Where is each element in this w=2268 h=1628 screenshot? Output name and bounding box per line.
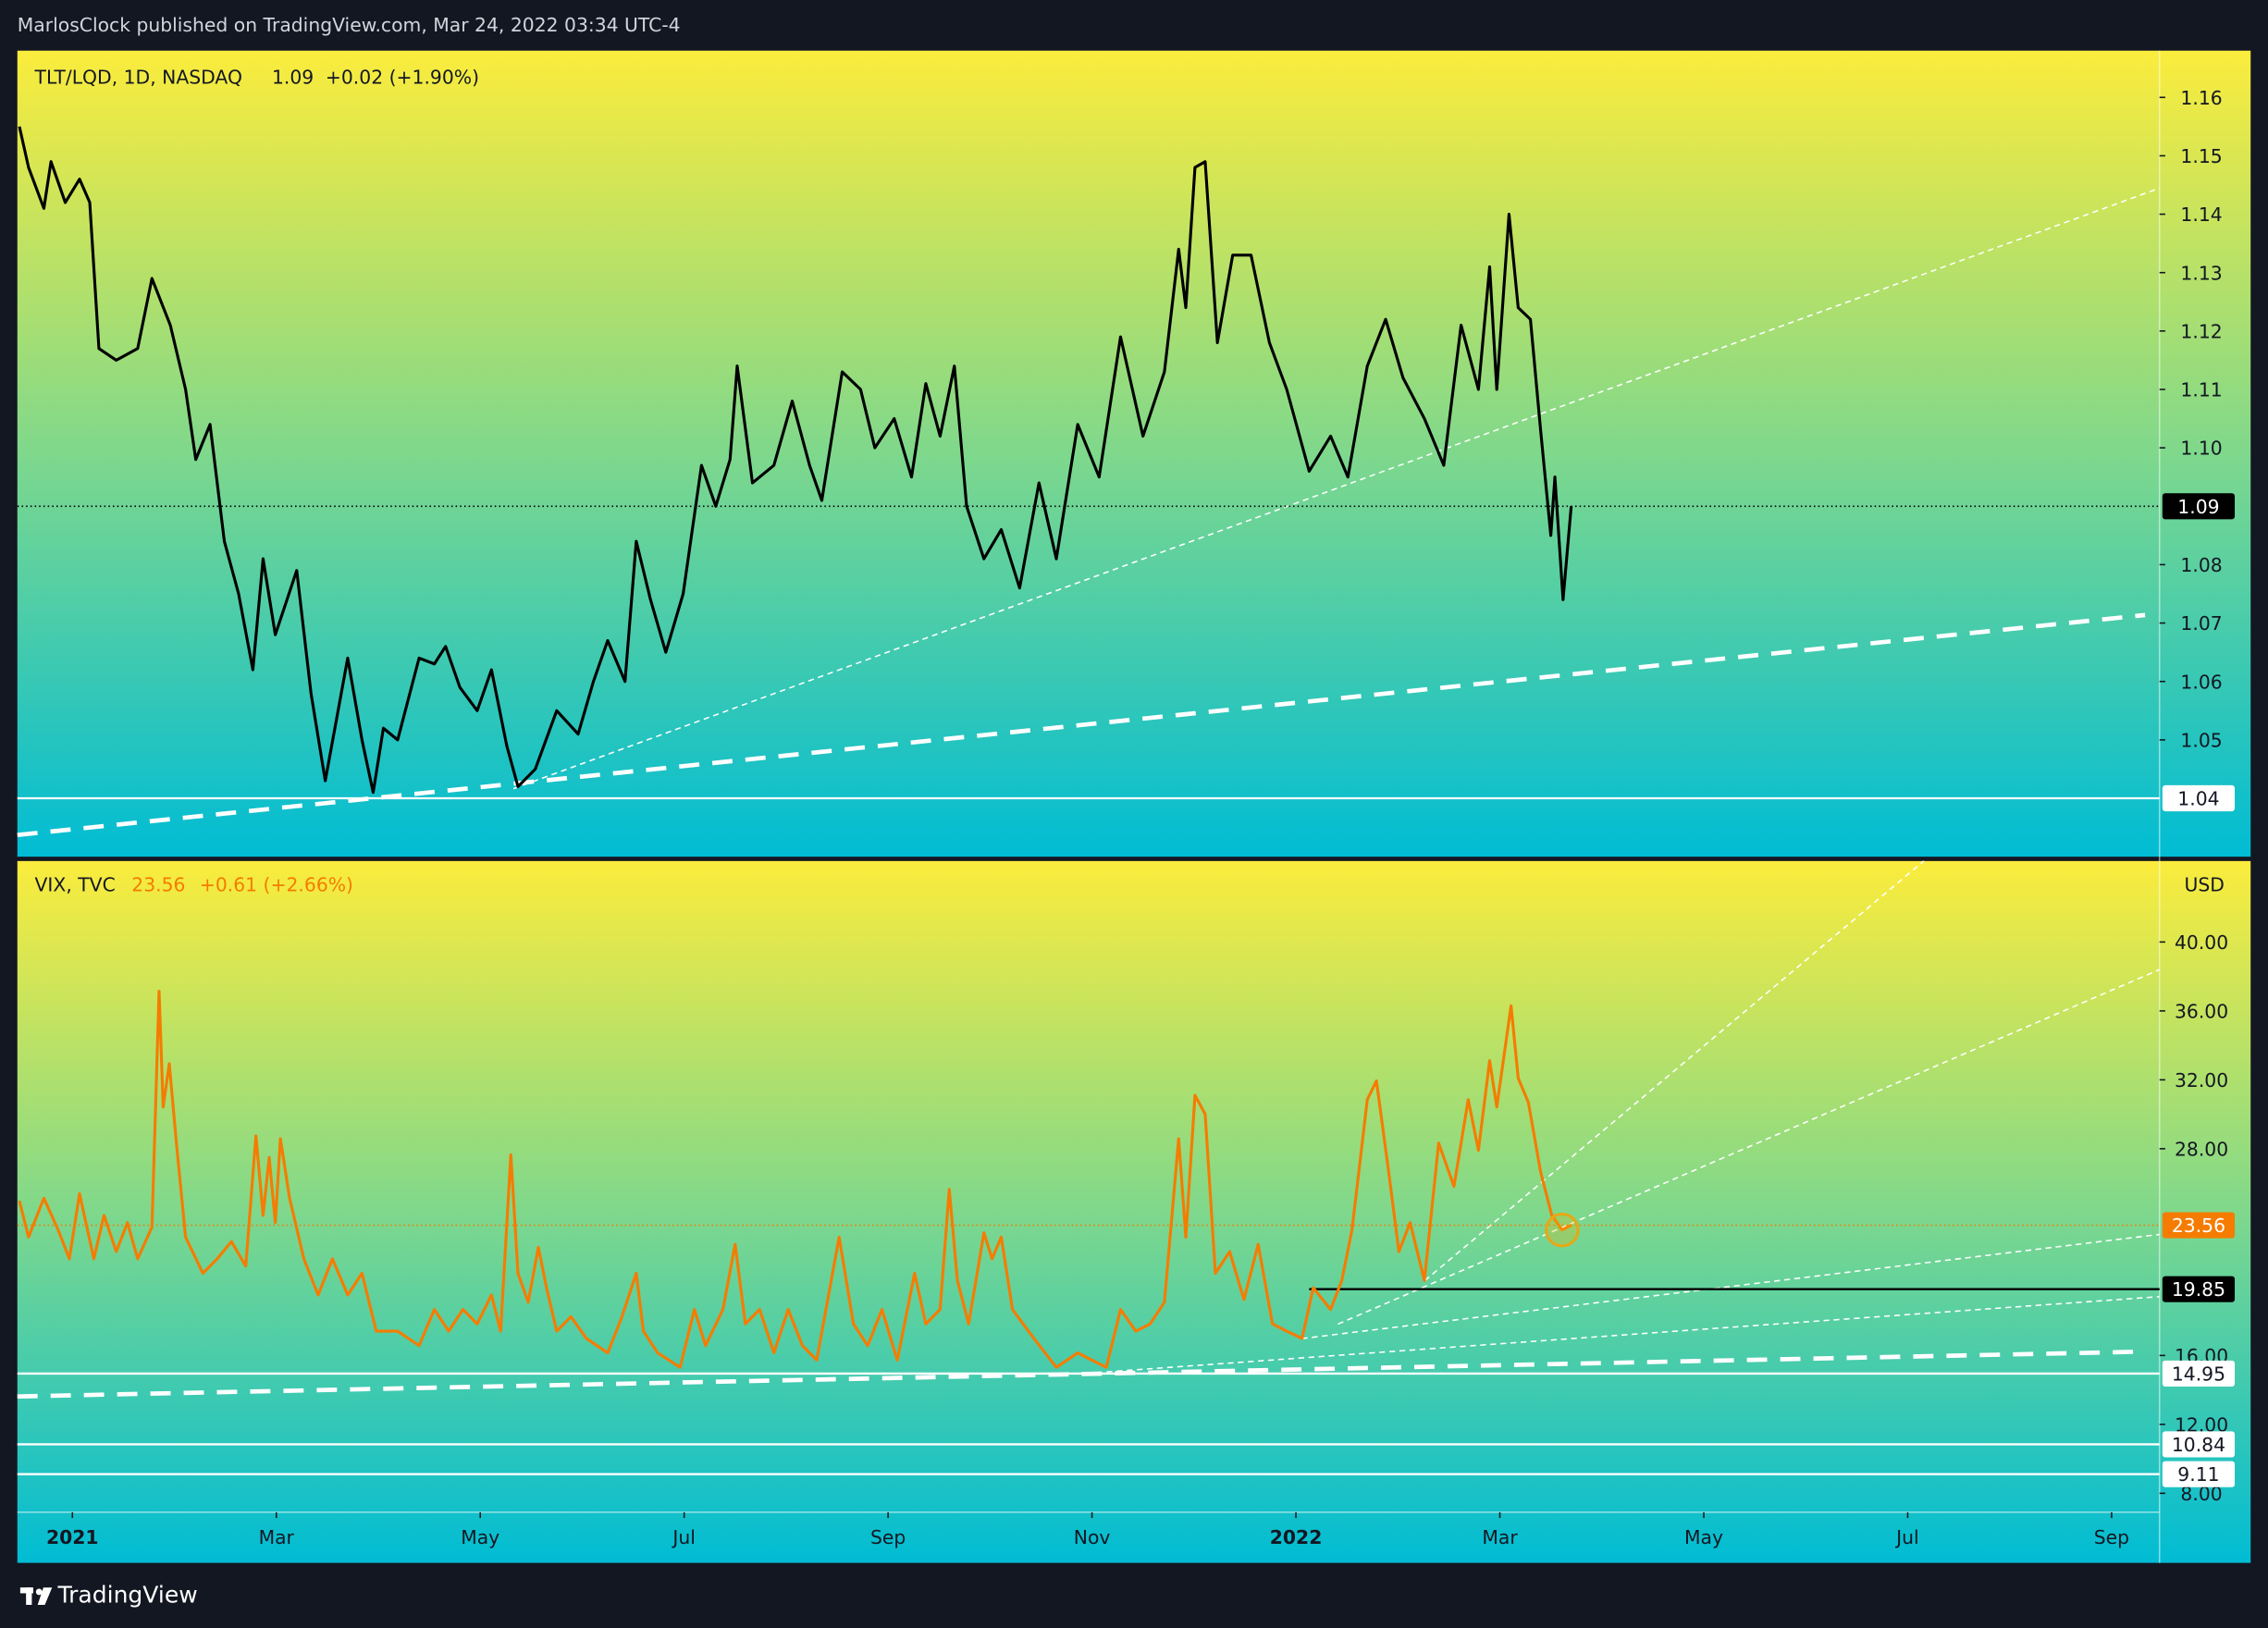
trend-line (1337, 968, 2161, 1326)
price-line-label-box (2162, 1276, 2236, 1302)
y-tick-label: 1.16 (2180, 87, 2222, 109)
legend-symbol: VIX, TVC (35, 873, 116, 895)
legend-change: +0.61 (+2.66%) (200, 873, 353, 895)
y-tick-label: 1.11 (2180, 379, 2222, 401)
x-tick-label: 2022 (1270, 1526, 1323, 1548)
y-tick-label: 1.07 (2180, 612, 2222, 635)
footer: TradingView (57, 1582, 198, 1609)
y-tick-label: 40.00 (2175, 931, 2228, 954)
x-tick-label: Jul (671, 1526, 696, 1548)
trend-line (512, 187, 2160, 790)
y-tick-label: 1.13 (2180, 262, 2222, 284)
x-tick-label: 2021 (46, 1526, 99, 1548)
x-tick-label: Sep (2094, 1526, 2129, 1548)
price-line-label: 14.95 (2172, 1363, 2225, 1385)
last-price-label-box (2162, 493, 2236, 520)
price-line-label: 10.84 (2172, 1434, 2225, 1456)
y-tick-label: 36.00 (2175, 1000, 2228, 1022)
y-tick-label: 1.12 (2180, 320, 2222, 342)
y-tick-label: 1.10 (2180, 438, 2222, 460)
y-tick-label: 1.14 (2180, 204, 2222, 226)
x-tick-label: Nov (1074, 1526, 1111, 1548)
currency-label: USD (2184, 873, 2224, 895)
price-line-label-box (2162, 784, 2236, 812)
last-price-label-box (2162, 1212, 2236, 1239)
drawings (17, 187, 2161, 1400)
price-line-label-box (2162, 1360, 2236, 1387)
trend-line (1106, 1295, 2160, 1373)
trend-line (1301, 1233, 2160, 1339)
last-price-label: 1.09 (2177, 496, 2219, 518)
header: MarlosClock published on TradingView.com… (18, 14, 681, 36)
logo-part (26, 1587, 32, 1605)
legend-change: +0.02 (+1.90%) (326, 66, 479, 88)
trend-line (1424, 860, 1925, 1282)
legend-price: 23.56 (131, 873, 185, 895)
price-line-series (18, 126, 1573, 795)
x-tick-label: Mar (259, 1526, 295, 1548)
y-tick-label: 1.15 (2180, 145, 2222, 167)
price-line-label-box (2162, 1431, 2236, 1458)
highlight-circle (1545, 1213, 1580, 1248)
x-tick-label: May (461, 1526, 499, 1548)
y-tick-label: 32.00 (2175, 1069, 2228, 1092)
plot: 1.05 1.06 1.07 1.08 1.10 1.11 1.12 1.13 1.14 1.15… (17, 87, 2236, 1548)
y-tick-label: 1.06 (2180, 671, 2222, 693)
price-line-label: 9.11 (2177, 1463, 2219, 1486)
x-tick-label: Jul (1894, 1526, 1919, 1548)
logo (19, 1587, 53, 1605)
price-line-label: 19.85 (2172, 1278, 2225, 1301)
trend-line (17, 1349, 2146, 1400)
legend-price: 1.09 (272, 66, 314, 88)
y-tick-label: 28.00 (2175, 1138, 2228, 1160)
y-tick-label: 1.05 (2180, 729, 2222, 751)
price-line-label: 1.04 (2177, 788, 2219, 810)
x-tick-label: Sep (870, 1526, 906, 1548)
x-tick-label: Mar (1482, 1526, 1518, 1548)
last-price-label: 23.56 (2172, 1215, 2225, 1237)
pane-top (17, 50, 2251, 857)
price-line-series (18, 990, 1572, 1369)
legend-symbol: TLT/LQD, 1D, NASDAQ (34, 66, 242, 88)
logo-part (37, 1587, 53, 1605)
x-tick-label: May (1684, 1526, 1723, 1548)
trend-line (17, 612, 2146, 838)
logo-part (35, 1588, 43, 1596)
y-tick-label: 1.08 (2180, 554, 2222, 576)
price-line-label-box (2162, 1461, 2236, 1487)
pane-bottom (17, 860, 2251, 1563)
